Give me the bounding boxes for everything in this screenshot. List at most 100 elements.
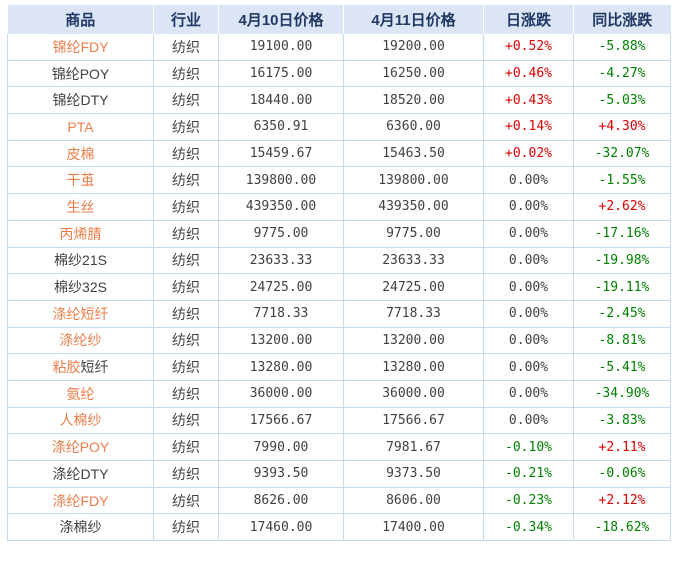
product-link[interactable]: 丙烯腈 [59,225,102,242]
product-cell: 丙烯腈 [7,220,154,248]
table-row: 涤纶FDY 纺织 8626.00 8606.00 -0.23% +2.12% [7,487,671,515]
table-row: 干茧 纺织 139800.00 139800.00 0.00% -1.55% [7,166,671,195]
price-apr11-cell: 19200.00 [343,34,484,61]
price-apr11-cell: 16250.00 [343,60,484,88]
price-apr10-cell: 139800.00 [218,166,344,195]
product-text: 涤纶DTY [52,465,109,482]
product-cell: 棉纱21S [7,247,154,275]
yoy-change-cell: -1.55% [573,166,671,195]
daily-change-cell: 0.00% [483,353,574,381]
yoy-change-cell: -4.27% [573,60,671,88]
price-apr10-cell: 24725.00 [218,273,344,301]
price-apr11-cell: 439350.00 [343,193,484,221]
yoy-change-cell: -8.81% [573,327,671,355]
industry-cell: 纺织 [153,487,219,515]
price-apr10-cell: 17460.00 [218,513,344,542]
product-cell: 涤纶短纤 [7,300,154,328]
industry-cell: 纺织 [153,433,219,461]
column-header-yoy-change: 同比涨跌 [573,5,671,34]
table-row: 涤纶DTY 纺织 9393.50 9373.50 -0.21% -0.06% [7,460,671,488]
product-cell: 人棉纱 [7,407,154,435]
price-apr11-cell: 17400.00 [343,513,484,542]
yoy-change-cell: -5.03% [573,86,671,115]
product-text: 涤棉纱 [59,519,102,536]
table-row: 涤纶短纤 纺织 7718.33 7718.33 0.00% -2.45% [7,300,671,328]
product-link[interactable]: PTA [67,118,94,135]
table-row: 涤纶纱 纺织 13200.00 13200.00 0.00% -8.81% [7,327,671,355]
price-apr10-cell: 7718.33 [218,300,344,328]
price-apr11-cell: 6360.00 [343,113,484,141]
price-apr10-cell: 13280.00 [218,353,344,381]
daily-change-cell: 0.00% [483,193,574,221]
product-link[interactable]: 干茧 [66,172,95,189]
daily-change-cell: 0.00% [483,327,574,355]
yoy-change-cell: -0.06% [573,460,671,488]
column-header-price-apr11: 4月11日价格 [343,5,484,34]
industry-cell: 纺织 [153,247,219,275]
product-link[interactable]: 粘胶 [52,359,81,376]
yoy-change-cell: -19.98% [573,247,671,275]
yoy-change-cell: -2.45% [573,300,671,328]
product-link[interactable]: 人棉纱 [59,412,102,429]
industry-cell: 纺织 [153,220,219,248]
price-apr11-cell: 23633.33 [343,247,484,275]
industry-cell: 纺织 [153,327,219,355]
table-row: 涤棉纱 纺织 17460.00 17400.00 -0.34% -18.62% [7,513,671,542]
price-apr11-cell: 8606.00 [343,487,484,515]
daily-change-cell: -0.21% [483,460,574,488]
industry-cell: 纺织 [153,140,219,168]
daily-change-cell: +0.43% [483,86,574,115]
table-row: PTA 纺织 6350.91 6360.00 +0.14% +4.30% [7,113,671,141]
yoy-change-cell: -19.11% [573,273,671,301]
price-apr10-cell: 16175.00 [218,60,344,88]
table-row: 粘胶短纤 纺织 13280.00 13280.00 0.00% -5.41% [7,353,671,381]
yoy-change-cell: -18.62% [573,513,671,542]
product-link[interactable]: 涤纶短纤 [52,305,109,322]
daily-change-cell: 0.00% [483,273,574,301]
product-text: 棉纱32S [54,279,107,296]
industry-cell: 纺织 [153,34,219,61]
product-link[interactable]: 涤纶POY [51,439,110,456]
industry-cell: 纺织 [153,380,219,408]
price-apr10-cell: 6350.91 [218,113,344,141]
product-link[interactable]: 锦纶FDY [52,38,109,55]
table-row: 丙烯腈 纺织 9775.00 9775.00 0.00% -17.16% [7,220,671,248]
product-cell: 棉纱32S [7,273,154,301]
column-header-industry: 行业 [153,5,219,34]
industry-cell: 纺织 [153,460,219,488]
table-row: 氨纶 纺织 36000.00 36000.00 0.00% -34.90% [7,380,671,408]
daily-change-cell: 0.00% [483,247,574,275]
industry-cell: 纺织 [153,300,219,328]
yoy-change-cell: -17.16% [573,220,671,248]
product-link[interactable]: 氨纶 [66,385,95,402]
product-text: 短纤 [80,359,109,376]
commodity-price-table: 商品 行业 4月10日价格 4月11日价格 日涨跌 同比涨跌 锦纶FDY 纺织 19… [7,5,671,542]
table-row: 人棉纱 纺织 17566.67 17566.67 0.00% -3.83% [7,407,671,435]
price-apr11-cell: 15463.50 [343,140,484,168]
daily-change-cell: +0.52% [483,34,574,61]
industry-cell: 纺织 [153,513,219,542]
price-apr11-cell: 7718.33 [343,300,484,328]
product-cell: 涤纶纱 [7,327,154,355]
table-row: 棉纱32S 纺织 24725.00 24725.00 0.00% -19.11% [7,273,671,301]
price-apr10-cell: 7990.00 [218,433,344,461]
price-apr10-cell: 13200.00 [218,327,344,355]
table-body: 锦纶FDY 纺织 19100.00 19200.00 +0.52% -5.88% 锦纶POY… [7,34,671,542]
product-cell: 锦纶FDY [7,34,154,61]
product-link[interactable]: 生丝 [66,198,95,215]
product-text: 锦纶POY [51,65,110,82]
column-header-daily-change: 日涨跌 [483,5,574,34]
price-apr10-cell: 15459.67 [218,140,344,168]
product-link[interactable]: 涤纶FDY [52,492,109,509]
price-apr10-cell: 9775.00 [218,220,344,248]
product-link[interactable]: 涤纶纱 [59,332,102,349]
product-text: 锦纶DTY [52,92,109,109]
industry-cell: 纺织 [153,113,219,141]
price-apr11-cell: 7981.67 [343,433,484,461]
yoy-change-cell: -3.83% [573,407,671,435]
product-cell: 涤纶FDY [7,487,154,515]
product-link[interactable]: 皮棉 [66,145,95,162]
yoy-change-cell: -34.90% [573,380,671,408]
yoy-change-cell: -5.41% [573,353,671,381]
industry-cell: 纺织 [153,193,219,221]
